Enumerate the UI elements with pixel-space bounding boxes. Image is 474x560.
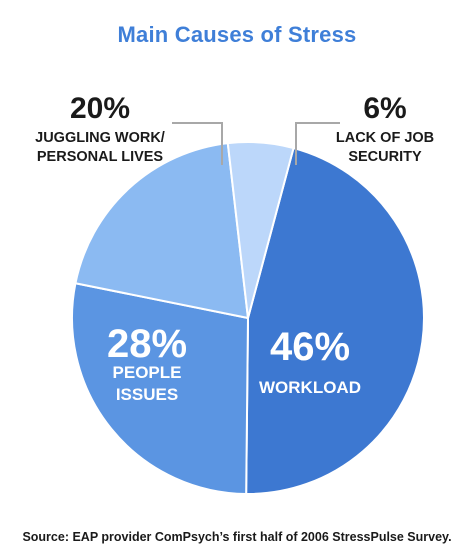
source-note: Source: EAP provider ComPsych’s first ha… xyxy=(22,530,452,544)
pie-slice-lack-of-job-security xyxy=(226,141,295,319)
slice-percent-workload: 46% xyxy=(270,325,350,369)
pie-slice-juggling-work-personal-lives xyxy=(74,142,249,319)
slice-label-lack-of-job-security: SECURITY xyxy=(348,149,422,165)
chart-title: Main Causes of Stress xyxy=(117,22,357,47)
slice-percent-juggling-work-personal-lives: 20% xyxy=(70,92,130,125)
slice-label-lack-of-job-security: LACK OF JOB xyxy=(336,130,434,146)
slice-label-workload: WORKLOAD xyxy=(259,378,361,397)
slice-label-juggling-work-personal-lives: JUGGLING WORK/ xyxy=(35,130,165,146)
leader-line-juggling-work-personal-lives xyxy=(172,122,223,165)
slice-percent-people-issues: 28% xyxy=(107,322,187,366)
leader-line-lack-of-job-security xyxy=(295,122,340,165)
pie-slice-people-issues xyxy=(71,282,249,495)
slice-percent-lack-of-job-security: 6% xyxy=(363,92,406,125)
slice-label-juggling-work-personal-lives: PERSONAL LIVES xyxy=(37,149,164,165)
slice-label-people-issues: PEOPLE xyxy=(113,363,182,382)
slice-label-people-issues: ISSUES xyxy=(116,385,178,404)
pie-slice-workload xyxy=(245,147,425,495)
